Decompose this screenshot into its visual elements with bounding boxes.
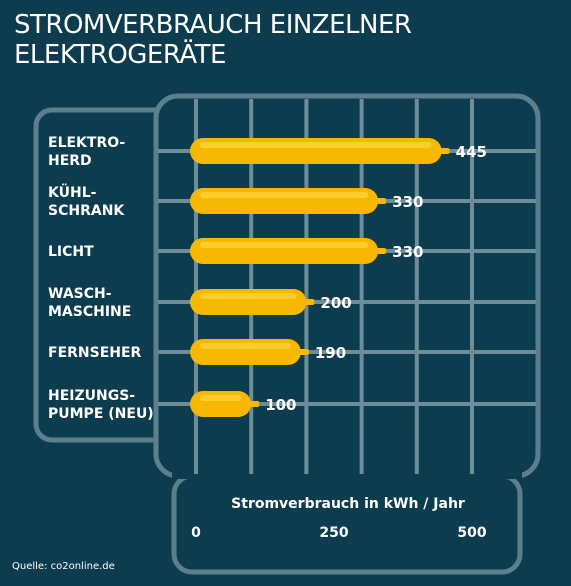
frame-joint: [172, 470, 522, 479]
bar: [190, 138, 450, 164]
category-labels: ELEKTRO-HERD KÜHL-SCHRANK LICHT WASCH-MASCH…: [48, 135, 154, 422]
x-axis: Stromverbrauch in kWh / Jahr 0 250 500: [191, 496, 487, 541]
bar: [190, 391, 260, 417]
chart-title: STROMVERBRAUCH EINZELNER ELEKTROGERÄTE: [14, 10, 412, 70]
bars: [190, 138, 450, 417]
x-tick-label: 0: [191, 525, 201, 541]
x-axis-title: Stromverbrauch in kWh / Jahr: [231, 496, 465, 512]
title-line-2: ELEKTROGERÄTE: [14, 40, 226, 70]
x-tick-label: 250: [319, 525, 348, 541]
bar: [190, 188, 387, 214]
value-label: 100: [265, 396, 296, 414]
category-label: ELEKTRO-HERD: [48, 135, 125, 169]
value-label: 190: [315, 344, 346, 362]
value-label: 200: [320, 294, 351, 312]
source-note: Quelle: co2online.de: [12, 561, 115, 572]
value-label: 330: [392, 193, 423, 211]
value-label: 330: [392, 243, 423, 261]
bar: [190, 238, 387, 264]
category-label: KÜHL-SCHRANK: [48, 183, 125, 219]
value-labels: 445 330 330 200 190 100: [265, 143, 487, 414]
title-line-1: STROMVERBRAUCH EINZELNER: [14, 10, 412, 40]
x-tick-label: 500: [457, 525, 486, 541]
category-label: WASCH-MASCHINE: [48, 286, 131, 320]
category-label: HEIZUNGS-PUMPE (NEU): [48, 388, 154, 422]
frame-axis-panel: [171, 473, 523, 575]
bar: [190, 289, 315, 315]
category-label: LICHT: [48, 244, 94, 260]
value-label: 445: [456, 143, 487, 161]
category-label: FERNSEHER: [48, 345, 142, 361]
bar: [190, 339, 309, 365]
